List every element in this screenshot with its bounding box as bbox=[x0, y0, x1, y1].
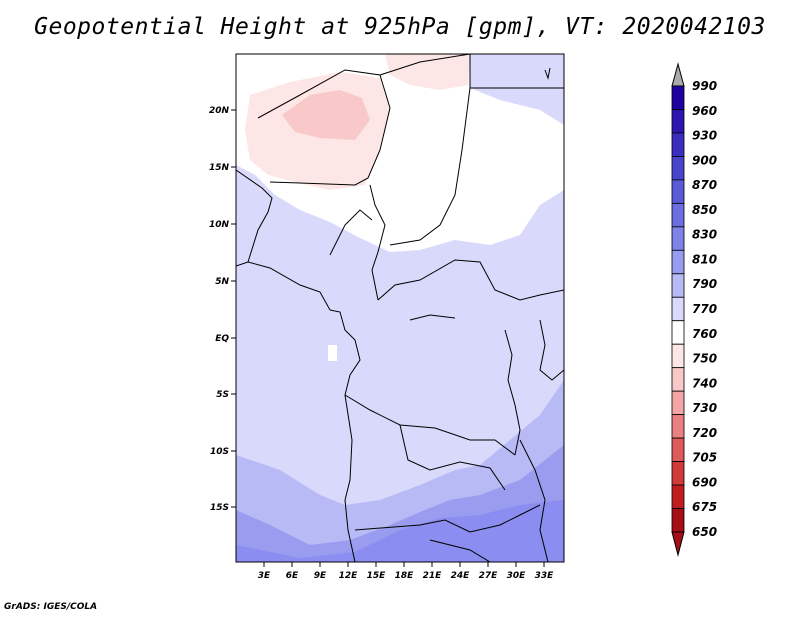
border-line bbox=[399, 424, 506, 491]
lon-label-30e: 30E bbox=[507, 571, 527, 581]
border-line bbox=[344, 394, 516, 456]
border-line bbox=[344, 394, 356, 562]
colorbar-label: 760 bbox=[692, 327, 717, 341]
border-line bbox=[379, 54, 471, 246]
colorbar-segment bbox=[671, 132, 685, 157]
lat-label-15s: 15S bbox=[210, 503, 229, 513]
lon-label-18e: 18E bbox=[395, 571, 415, 581]
colorbar-over-arrow bbox=[671, 62, 685, 87]
lat-label-eq: EQ bbox=[215, 334, 229, 344]
border-line bbox=[329, 209, 373, 256]
border-line bbox=[519, 439, 549, 562]
colorbar-label: 990 bbox=[692, 79, 717, 93]
border-line bbox=[504, 329, 521, 456]
border-line bbox=[429, 539, 491, 562]
border-line bbox=[257, 69, 391, 186]
border-line bbox=[247, 261, 331, 311]
field-region-750-libya bbox=[385, 54, 470, 90]
colorbar-segment bbox=[671, 179, 685, 204]
colorbar-label: 770 bbox=[692, 302, 717, 316]
colorbar-label: 730 bbox=[692, 401, 717, 415]
colorbar-segment bbox=[671, 273, 685, 298]
field-region-760-gabon bbox=[328, 345, 337, 361]
colorbar-label: 830 bbox=[692, 228, 717, 242]
lat-label-5n: 5N bbox=[215, 277, 229, 287]
border-line bbox=[369, 184, 386, 301]
colorbar-label: 850 bbox=[692, 203, 717, 217]
lon-label-21e: 21E bbox=[423, 571, 443, 581]
lat-label-15n: 15N bbox=[209, 163, 230, 173]
software-credit: GrADS: IGES/COLA bbox=[4, 602, 98, 612]
colorbar-segment bbox=[671, 437, 685, 462]
colorbar-label: 690 bbox=[692, 475, 717, 489]
border-line bbox=[539, 319, 564, 381]
colorbar-segment bbox=[671, 508, 685, 533]
country-borders bbox=[236, 54, 564, 562]
lon-label-12e: 12E bbox=[339, 571, 359, 581]
longitude-axis: 3E 6E 9E 12E 15E 18E 21E 24E 27E 30E 33E bbox=[258, 562, 554, 581]
colorbar-segment bbox=[671, 320, 685, 345]
lon-label-3e: 3E bbox=[258, 571, 271, 581]
colorbar-segment bbox=[671, 156, 685, 181]
chart-title: Geopotential Height at 925hPa [gpm], VT:… bbox=[34, 14, 766, 40]
colorbar-label: 705 bbox=[692, 451, 717, 465]
lat-label-10s: 10S bbox=[210, 447, 229, 457]
border-line bbox=[354, 504, 541, 533]
field-region-830-south bbox=[236, 500, 564, 562]
lon-label-9e: 9E bbox=[314, 571, 327, 581]
lat-label-20n: 20N bbox=[209, 106, 230, 116]
colorbar-segment bbox=[671, 109, 685, 134]
colorbar-label: 900 bbox=[692, 153, 717, 167]
border-line bbox=[377, 259, 564, 301]
colorbar-segment bbox=[671, 202, 685, 228]
border-line bbox=[329, 309, 361, 396]
colorbar-segment bbox=[671, 484, 685, 509]
colorbar-segment bbox=[671, 390, 685, 416]
latitude-axis: 20N 15N 10N 5N EQ 5S 10S 15S bbox=[209, 106, 236, 513]
lon-label-33e: 33E bbox=[535, 571, 555, 581]
lon-label-27e: 27E bbox=[479, 571, 499, 581]
colorbar-label: 930 bbox=[692, 129, 717, 143]
lon-label-15e: 15E bbox=[367, 571, 387, 581]
colorbar-segment bbox=[671, 296, 685, 322]
colorbar-segment bbox=[671, 461, 685, 486]
lon-label-24e: 24E bbox=[451, 571, 471, 581]
colorbar: 990 960 930 900 870 850 830 810 790 770 760 750 740 7… bbox=[671, 62, 717, 557]
lat-label-10n: 10N bbox=[209, 220, 230, 230]
colorbar-label: 650 bbox=[692, 525, 717, 539]
colorbar-segment bbox=[671, 414, 685, 439]
colorbar-label: 960 bbox=[692, 104, 717, 118]
colorbar-segment bbox=[671, 226, 685, 251]
field-region-740-core bbox=[282, 90, 370, 140]
colorbar-label: 740 bbox=[692, 376, 717, 390]
colorbar-label: 675 bbox=[692, 500, 717, 514]
lon-label-6e: 6E bbox=[286, 571, 299, 581]
colorbar-label: 720 bbox=[692, 426, 717, 440]
lat-label-5s: 5S bbox=[216, 390, 229, 400]
border-line bbox=[544, 67, 551, 80]
geopotential-field bbox=[236, 54, 564, 562]
colorbar-under-arrow bbox=[671, 531, 685, 557]
colorbar-segment bbox=[671, 85, 685, 110]
colorbar-segment bbox=[671, 367, 685, 392]
colorbar-label: 870 bbox=[692, 178, 717, 192]
border-line bbox=[409, 314, 456, 321]
colorbar-segment bbox=[671, 343, 685, 369]
field-region-760-east bbox=[455, 150, 520, 225]
map-frame bbox=[235, 53, 565, 563]
colorbar-label: 790 bbox=[692, 277, 717, 291]
colorbar-label: 810 bbox=[692, 252, 717, 266]
colorbar-label: 750 bbox=[692, 352, 717, 366]
colorbar-segment bbox=[671, 249, 685, 275]
